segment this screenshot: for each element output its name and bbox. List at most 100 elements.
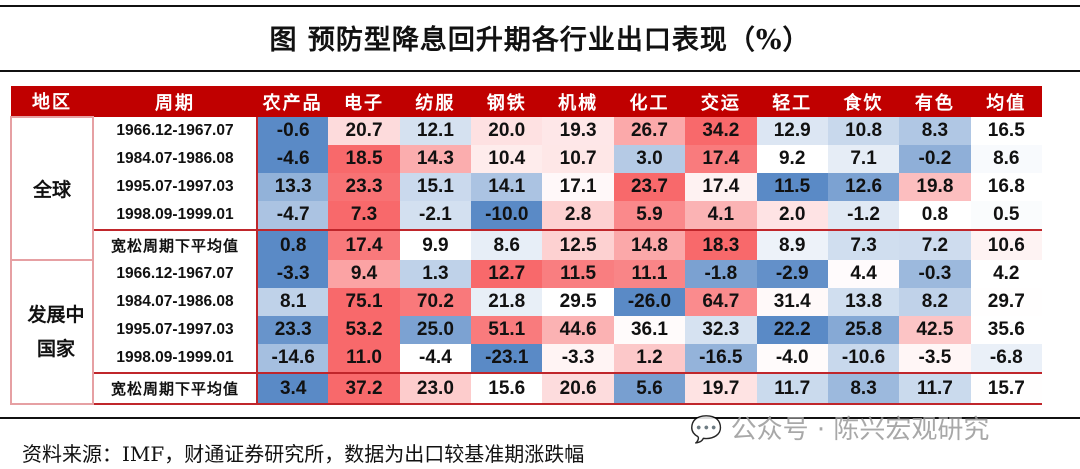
column-header: 地区: [11, 86, 93, 117]
value-cell: 19.7: [685, 372, 757, 405]
value-cell: -14.6: [257, 344, 329, 373]
source-note: 资料来源：IMF，财通证券研究所，数据为出口较基准期涨跌幅: [22, 442, 585, 466]
value-cell: 0.5: [970, 201, 1042, 230]
wechat-icon: 💬: [690, 415, 723, 445]
value-cell: 23.3: [328, 173, 400, 201]
value-cell: -0.3: [899, 260, 971, 288]
period-cell: 宽松周期下平均值: [92, 229, 258, 260]
column-header: 电子: [328, 86, 400, 117]
value-cell: 8.3: [827, 372, 900, 405]
region-cell: 全球: [10, 116, 94, 261]
watermark: 💬 公众号 · 陈兴宏观研究: [690, 409, 989, 446]
table-row: 发展中国家 1966.12-1967.07 -3.3 9.4 1.3 12.7 11.5 11…: [10, 259, 1042, 405]
region-cell: 发展中国家: [10, 259, 94, 405]
column-header: 均值: [970, 86, 1042, 117]
bottom-rule: [0, 417, 1080, 419]
value-cell: 17.4: [328, 229, 400, 260]
value-cell: 19.3: [542, 117, 614, 145]
value-cell: 22.2: [756, 316, 828, 344]
value-cell: 4.4: [827, 260, 900, 288]
value-cell: 9.2: [756, 145, 828, 173]
column-header: 纺服: [399, 86, 472, 117]
value-cell: 29.7: [970, 288, 1042, 316]
value-cell: 37.2: [328, 372, 400, 405]
value-cell: -1.2: [827, 201, 900, 230]
value-cell: -3.3: [542, 344, 614, 373]
value-cell: 11.1: [613, 260, 686, 288]
value-cell: -4.4: [399, 344, 472, 373]
value-cell: -2.1: [399, 201, 472, 230]
value-cell: -6.8: [970, 344, 1042, 373]
value-cell: -4.7: [257, 201, 329, 230]
value-cell: 25.0: [399, 316, 472, 344]
value-cell: 13.3: [257, 173, 329, 201]
value-cell: 15.6: [471, 372, 543, 405]
watermark-text: 公众号 · 陈兴宏观研究: [730, 415, 990, 445]
value-cell: 7.2: [899, 229, 971, 260]
value-cell: 9.4: [328, 260, 400, 288]
table-row: 全球 1966.12-1967.07 -0.6 20.7 12.1 20.0 19.3 26.…: [10, 116, 1042, 261]
table-row: 1984.07-1986.08 -4.6 18.5 14.3 10.4 10.7 3.0 17…: [11, 145, 1042, 173]
period-cell: 1998.09-1999.01: [92, 201, 258, 230]
value-cell: 1.3: [399, 260, 472, 288]
value-cell: 20.0: [471, 117, 543, 145]
value-cell: 0.8: [257, 229, 329, 260]
value-cell: 17.4: [685, 173, 757, 201]
value-cell: 64.7: [685, 288, 757, 316]
value-cell: -2.9: [756, 260, 828, 288]
period-cell: 1984.07-1986.08: [92, 288, 258, 316]
value-cell: 0.8: [899, 201, 971, 230]
column-header: 周期: [93, 86, 257, 117]
table-row: 1998.09-1999.01 -4.7 7.3 -2.1 -10.0 2.8 5.9 4.1…: [11, 201, 1042, 230]
value-cell: 12.1: [399, 117, 472, 145]
value-cell: 23.7: [613, 173, 686, 201]
column-header: 有色: [899, 86, 971, 117]
value-cell: 15.7: [970, 372, 1042, 405]
value-cell: 18.5: [328, 145, 400, 173]
value-cell: 26.7: [613, 117, 686, 145]
value-cell: 7.3: [827, 229, 900, 260]
value-cell: 35.6: [970, 316, 1042, 344]
period-cell: 宽松周期下平均值: [92, 372, 258, 405]
value-cell: 42.5: [899, 316, 971, 344]
period-cell: 1995.07-1997.03: [92, 173, 258, 201]
value-cell: 8.6: [471, 229, 543, 260]
column-header: 机械: [542, 86, 614, 117]
value-cell: -0.2: [899, 145, 971, 173]
value-cell: 11.0: [328, 344, 400, 373]
value-cell: 16.8: [970, 173, 1042, 201]
column-header: 钢铁: [471, 86, 543, 117]
value-cell: 2.0: [756, 201, 828, 230]
value-cell: 3.4: [257, 372, 329, 405]
value-cell: 23.3: [257, 316, 329, 344]
value-cell: 4.2: [970, 260, 1042, 288]
table-row: 宽松周期下平均值 3.4 37.2 23.0 15.6 20.6 5.6 19.7 11.7 8.…: [11, 372, 1042, 405]
value-cell: 25.8: [827, 316, 900, 344]
value-cell: 11.5: [542, 260, 614, 288]
top-rule: [0, 5, 1080, 7]
value-cell: 10.7: [542, 145, 614, 173]
value-cell: 12.9: [756, 117, 828, 145]
value-cell: 10.6: [970, 229, 1042, 260]
value-cell: 11.5: [756, 173, 828, 201]
value-cell: 5.6: [613, 372, 686, 405]
value-cell: 51.1: [471, 316, 543, 344]
value-cell: 8.2: [899, 288, 971, 316]
value-cell: 21.8: [471, 288, 543, 316]
value-cell: 11.7: [756, 372, 828, 405]
value-cell: -10.0: [471, 201, 543, 230]
title-rule: [0, 70, 1080, 72]
table-row: 1984.07-1986.08 8.1 75.1 70.2 21.8 29.5 -26.0 6…: [11, 288, 1042, 316]
value-cell: 9.9: [399, 229, 472, 260]
region-label: 发展中国家: [27, 304, 85, 360]
value-cell: 7.1: [827, 145, 900, 173]
column-header: 轻工: [756, 86, 828, 117]
value-cell: 4.1: [685, 201, 757, 230]
value-cell: 13.8: [827, 288, 900, 316]
column-header: 交运: [685, 86, 757, 117]
value-cell: 5.9: [613, 201, 686, 230]
table-row: 1995.07-1997.03 13.3 23.3 15.1 14.1 17.1 23.7 1…: [11, 173, 1042, 201]
value-cell: 14.1: [471, 173, 543, 201]
value-cell: 44.6: [542, 316, 614, 344]
value-cell: 2.8: [542, 201, 614, 230]
